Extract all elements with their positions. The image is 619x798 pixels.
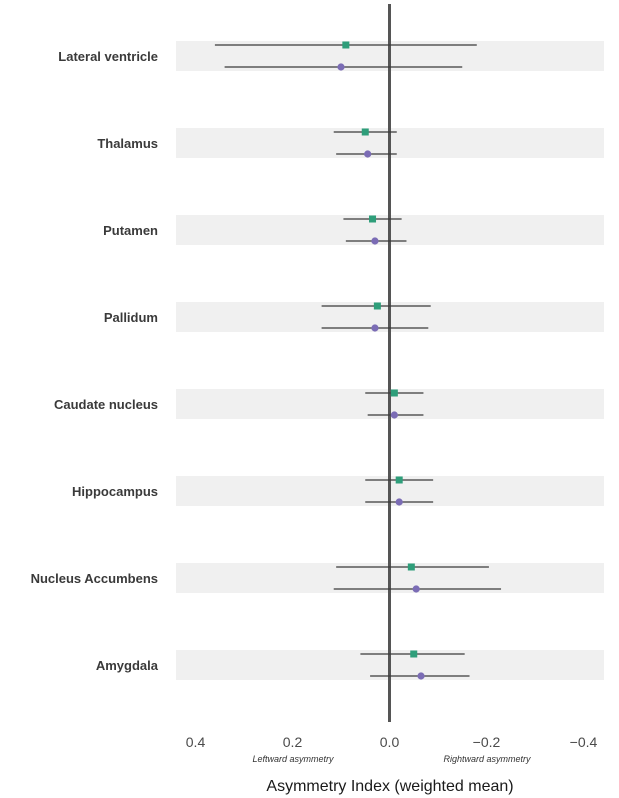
estimate-square bbox=[342, 41, 350, 49]
x-tick-label: −0.2 bbox=[473, 734, 501, 750]
estimate-circle bbox=[417, 672, 425, 680]
estimate-square bbox=[373, 302, 381, 310]
category-label: Lateral ventricle bbox=[58, 49, 158, 64]
estimate-square bbox=[410, 650, 418, 658]
estimate-circle bbox=[395, 498, 403, 506]
estimate-square bbox=[407, 563, 415, 571]
x-tick-label: −0.4 bbox=[570, 734, 598, 750]
estimate-square bbox=[369, 215, 377, 223]
category-label: Caudate nucleus bbox=[54, 397, 158, 412]
x-tick-label: 0.4 bbox=[186, 734, 206, 750]
estimate-square bbox=[395, 476, 403, 484]
category-labels: Lateral ventricle Thalamus Putamen Pallidum… bbox=[31, 49, 159, 673]
leftward-annotation: Leftward asymmetry bbox=[252, 754, 334, 764]
category-label: Thalamus bbox=[97, 136, 158, 151]
estimate-circle bbox=[412, 585, 420, 593]
x-tick-label: 0.2 bbox=[283, 734, 303, 750]
point-estimates bbox=[337, 41, 425, 680]
category-label: Amygdala bbox=[96, 658, 159, 673]
category-label: Nucleus Accumbens bbox=[31, 571, 158, 586]
estimate-square bbox=[390, 389, 398, 397]
estimate-circle bbox=[364, 150, 372, 158]
category-label: Pallidum bbox=[104, 310, 158, 325]
estimate-circle bbox=[390, 411, 398, 419]
x-tick-label: 0.0 bbox=[380, 734, 400, 750]
x-axis-ticks: 0.4 0.2 0.0 −0.2 −0.4 bbox=[186, 734, 598, 750]
estimate-circle bbox=[371, 324, 379, 332]
x-axis-title: Asymmetry Index (weighted mean) bbox=[266, 778, 513, 795]
category-label: Hippocampus bbox=[72, 484, 158, 499]
estimate-circle bbox=[371, 237, 379, 245]
rightward-annotation: Rightward asymmetry bbox=[443, 754, 531, 764]
estimate-circle bbox=[337, 63, 345, 71]
estimate-square bbox=[361, 128, 369, 136]
category-label: Putamen bbox=[103, 223, 158, 238]
